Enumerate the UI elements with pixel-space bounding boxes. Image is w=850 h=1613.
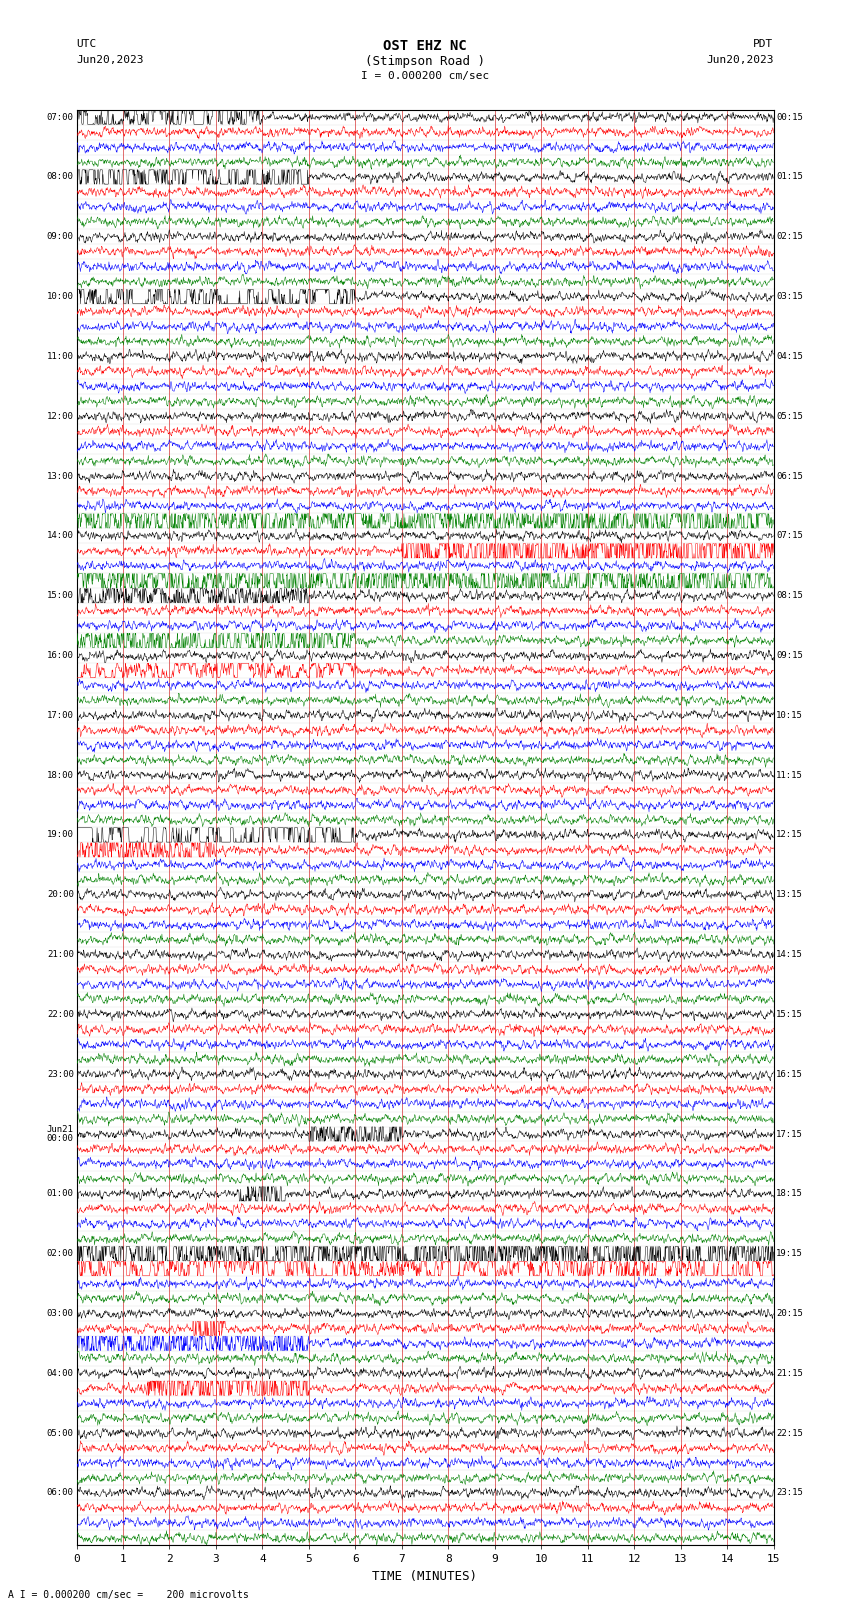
Text: PDT: PDT bbox=[753, 39, 774, 48]
Text: 04:00: 04:00 bbox=[47, 1369, 74, 1378]
Text: 06:15: 06:15 bbox=[776, 471, 803, 481]
Text: 23:15: 23:15 bbox=[776, 1489, 803, 1497]
Text: 20:00: 20:00 bbox=[47, 890, 74, 900]
Text: 02:15: 02:15 bbox=[776, 232, 803, 242]
X-axis label: TIME (MINUTES): TIME (MINUTES) bbox=[372, 1569, 478, 1582]
Text: OST EHZ NC: OST EHZ NC bbox=[383, 39, 467, 53]
Text: 05:00: 05:00 bbox=[47, 1429, 74, 1437]
Text: 06:00: 06:00 bbox=[47, 1489, 74, 1497]
Text: 11:00: 11:00 bbox=[47, 352, 74, 361]
Text: 22:15: 22:15 bbox=[776, 1429, 803, 1437]
Text: 02:00: 02:00 bbox=[47, 1248, 74, 1258]
Text: 22:00: 22:00 bbox=[47, 1010, 74, 1019]
Text: Jun21
00:00: Jun21 00:00 bbox=[47, 1126, 74, 1142]
Text: 14:00: 14:00 bbox=[47, 531, 74, 540]
Text: 19:00: 19:00 bbox=[47, 831, 74, 839]
Text: 15:00: 15:00 bbox=[47, 592, 74, 600]
Text: 21:00: 21:00 bbox=[47, 950, 74, 960]
Text: 03:15: 03:15 bbox=[776, 292, 803, 302]
Text: 19:15: 19:15 bbox=[776, 1248, 803, 1258]
Text: 10:00: 10:00 bbox=[47, 292, 74, 302]
Text: 09:00: 09:00 bbox=[47, 232, 74, 242]
Text: 05:15: 05:15 bbox=[776, 411, 803, 421]
Text: UTC: UTC bbox=[76, 39, 97, 48]
Text: 07:15: 07:15 bbox=[776, 531, 803, 540]
Text: 08:15: 08:15 bbox=[776, 592, 803, 600]
Text: 17:00: 17:00 bbox=[47, 711, 74, 719]
Text: A I = 0.000200 cm/sec =    200 microvolts: A I = 0.000200 cm/sec = 200 microvolts bbox=[8, 1590, 249, 1600]
Text: 18:00: 18:00 bbox=[47, 771, 74, 779]
Text: (Stimpson Road ): (Stimpson Road ) bbox=[365, 55, 485, 68]
Text: 21:15: 21:15 bbox=[776, 1369, 803, 1378]
Text: 07:00: 07:00 bbox=[47, 113, 74, 121]
Text: 13:15: 13:15 bbox=[776, 890, 803, 900]
Text: 16:15: 16:15 bbox=[776, 1069, 803, 1079]
Text: 15:15: 15:15 bbox=[776, 1010, 803, 1019]
Text: Jun20,2023: Jun20,2023 bbox=[706, 55, 774, 65]
Text: 17:15: 17:15 bbox=[776, 1129, 803, 1139]
Text: 16:00: 16:00 bbox=[47, 652, 74, 660]
Text: 01:00: 01:00 bbox=[47, 1189, 74, 1198]
Text: 09:15: 09:15 bbox=[776, 652, 803, 660]
Text: 12:00: 12:00 bbox=[47, 411, 74, 421]
Text: 14:15: 14:15 bbox=[776, 950, 803, 960]
Text: 00:15: 00:15 bbox=[776, 113, 803, 121]
Text: 13:00: 13:00 bbox=[47, 471, 74, 481]
Text: 03:00: 03:00 bbox=[47, 1310, 74, 1318]
Text: 10:15: 10:15 bbox=[776, 711, 803, 719]
Text: 04:15: 04:15 bbox=[776, 352, 803, 361]
Text: 18:15: 18:15 bbox=[776, 1189, 803, 1198]
Text: 01:15: 01:15 bbox=[776, 173, 803, 182]
Text: Jun20,2023: Jun20,2023 bbox=[76, 55, 144, 65]
Text: 20:15: 20:15 bbox=[776, 1310, 803, 1318]
Text: 11:15: 11:15 bbox=[776, 771, 803, 779]
Text: 12:15: 12:15 bbox=[776, 831, 803, 839]
Text: 08:00: 08:00 bbox=[47, 173, 74, 182]
Text: 23:00: 23:00 bbox=[47, 1069, 74, 1079]
Text: I = 0.000200 cm/sec: I = 0.000200 cm/sec bbox=[361, 71, 489, 81]
